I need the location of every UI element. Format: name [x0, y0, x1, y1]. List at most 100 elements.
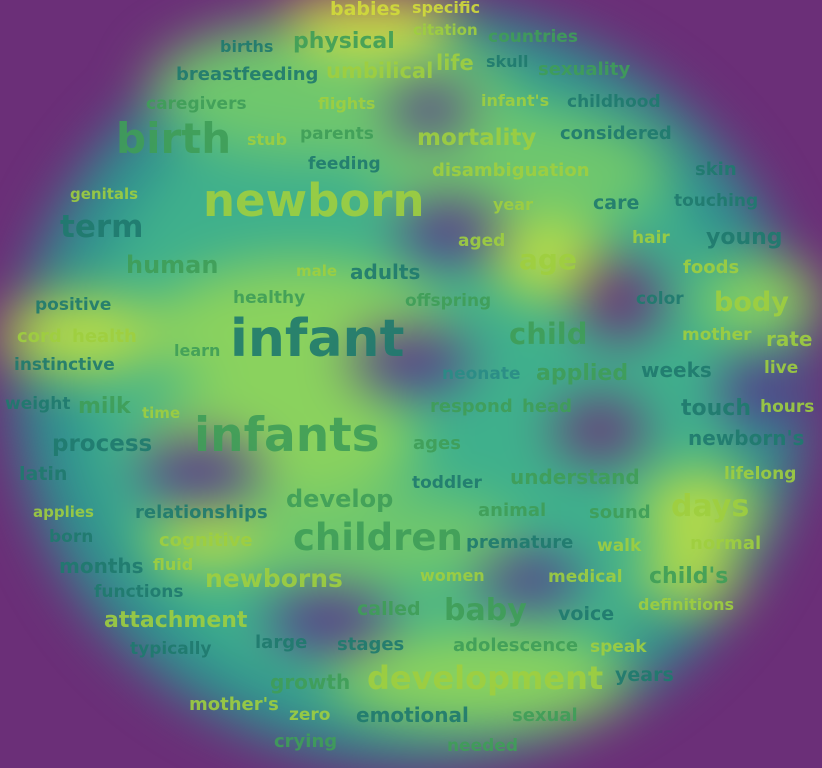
word-crying: crying [274, 731, 338, 752]
word-milk: milk [78, 394, 131, 419]
word-stages: stages [337, 634, 405, 655]
word-skin: skin [695, 159, 737, 180]
word-human: human [126, 251, 219, 279]
word-live: live [764, 358, 799, 378]
word-latin: latin [19, 463, 68, 485]
word-voice: voice [558, 603, 615, 625]
word-typically: typically [130, 639, 212, 659]
word-toddler: toddler [412, 473, 482, 493]
word-newborn: newborn [203, 174, 425, 227]
word-childhood: childhood [567, 92, 661, 112]
word-applies: applies [33, 503, 94, 521]
word-hours: hours [760, 397, 815, 417]
word-newborns-possessive: newborn's [688, 426, 805, 450]
word-color: color [636, 289, 684, 309]
word-foods: foods [683, 257, 740, 278]
word-skull: skull [486, 52, 529, 71]
word-learn: learn [174, 341, 221, 360]
word-male: male [296, 262, 338, 280]
word-countries: countries [488, 27, 578, 47]
word-cord: cord [17, 326, 62, 347]
word-applied: applied [536, 361, 629, 386]
word-zero: zero [289, 705, 331, 725]
word-attachment: attachment [104, 608, 248, 633]
word-fluid: fluid [153, 555, 194, 574]
word-neonate: neonate [442, 364, 521, 384]
word-care: care [593, 192, 640, 214]
word-physical: physical [293, 29, 395, 54]
word-functions: functions [94, 582, 184, 602]
word-health: health [72, 326, 137, 347]
word-offspring: offspring [405, 291, 492, 311]
word-healthy: healthy [233, 288, 306, 308]
word-caregivers: caregivers [146, 94, 247, 114]
word-sexuality: sexuality [538, 59, 631, 80]
word-touch: touch [681, 396, 751, 421]
word-premature: premature [466, 532, 574, 553]
word-large: large [255, 632, 308, 653]
word-understand: understand [510, 465, 640, 489]
word-newborns: newborns [205, 564, 343, 593]
word-respond: respond [430, 396, 513, 417]
word-life: life [436, 51, 474, 75]
word-infants: infants [194, 408, 380, 463]
word-touching: touching [674, 191, 759, 211]
word-infants-possessive: infant's [481, 91, 550, 110]
word-weight: weight [5, 394, 71, 414]
word-rate: rate [766, 327, 813, 351]
word-age: age [519, 243, 577, 276]
word-considered: considered [560, 123, 672, 144]
word-umbilical: umbilical [326, 59, 434, 83]
word-head: head [522, 396, 573, 417]
word-normal: normal [690, 533, 762, 554]
word-years: years [615, 664, 674, 686]
word-process: process [52, 431, 153, 457]
word-adults: adults [350, 260, 421, 284]
word-aged: aged [458, 231, 506, 251]
word-baby: baby [444, 593, 527, 628]
word-cognitive: cognitive [159, 530, 253, 551]
word-adolescence: adolescence [453, 635, 579, 656]
word-parents: parents [300, 124, 374, 144]
word-mother: mother [682, 325, 752, 345]
word-year: year [493, 195, 533, 214]
word-flights: flights [318, 94, 376, 113]
word-development: development [367, 659, 604, 697]
word-term: term [60, 209, 144, 245]
word-disambiguation: disambiguation [432, 160, 590, 181]
word-breastfeeding: breastfeeding [176, 64, 319, 85]
word-sound: sound [589, 502, 651, 523]
word-instinctive: instinctive [14, 355, 115, 375]
word-specific: specific [412, 0, 481, 17]
word-infant: infant [230, 309, 405, 369]
word-needed: needed [447, 736, 519, 756]
word-feeding: feeding [308, 154, 381, 174]
word-months: months [59, 554, 144, 578]
word-stub: stub [247, 130, 288, 149]
word-child: child [509, 317, 588, 351]
word-definitions: definitions [638, 595, 735, 614]
word-called: called [357, 598, 421, 620]
word-animal: animal [478, 500, 547, 521]
word-citation: citation [413, 21, 478, 39]
word-born: born [49, 527, 94, 547]
word-young: young [706, 225, 783, 250]
word-growth: growth [270, 670, 351, 694]
word-body: body [714, 287, 789, 318]
word-develop: develop [286, 485, 394, 513]
word-positive: positive [35, 295, 112, 315]
word-days: days [671, 489, 750, 524]
word-hair: hair [632, 228, 670, 248]
word-time: time [142, 404, 181, 422]
word-lifelong: lifelong [724, 464, 797, 484]
word-childs: child's [649, 564, 729, 589]
word-relationships: relationships [135, 502, 268, 523]
word-weeks: weeks [641, 358, 712, 382]
word-mothers: mother's [189, 694, 279, 715]
word-genitals: genitals [70, 185, 139, 203]
word-medical: medical [548, 567, 623, 587]
